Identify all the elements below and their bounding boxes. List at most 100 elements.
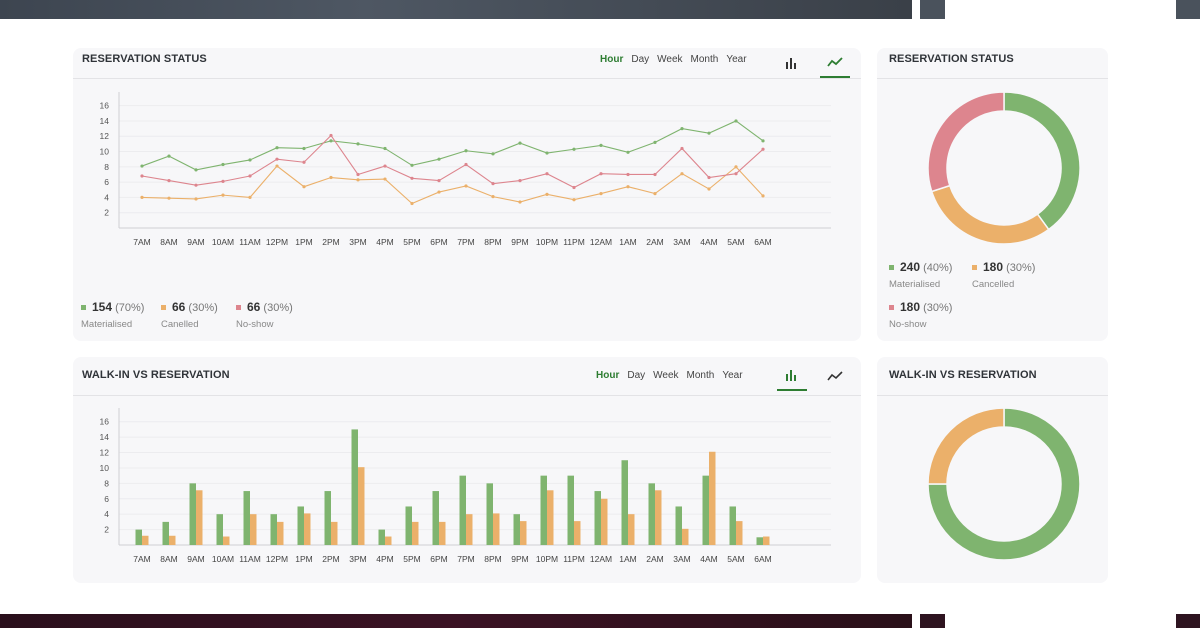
card-title: RESERVATION STATUS	[889, 53, 1014, 65]
bar-reservation	[223, 536, 230, 545]
x-tick-label: 5PM	[403, 554, 420, 564]
y-tick-label: 14	[100, 116, 110, 126]
bar-reservation	[682, 528, 689, 545]
tab-day[interactable]: Day	[627, 370, 646, 381]
tab-year[interactable]: Year	[722, 370, 743, 381]
x-tick-label: 1PM	[295, 237, 312, 247]
legend-label: Materialised	[81, 319, 133, 330]
bar-chart-icon[interactable]	[777, 361, 807, 391]
bar-reservation	[628, 514, 635, 545]
bar-walk-in	[297, 506, 304, 545]
bar-reservation	[574, 521, 581, 545]
x-tick-label: 10AM	[212, 237, 234, 247]
x-tick-label: 1PM	[295, 554, 312, 564]
reservation-line-chart: 2 4 6 8 10 12 14 16 7AM 8AM 9AM 10AM 11AM 12PM 1PM 2PM 3…	[100, 92, 831, 247]
x-tick-label: 2AM	[646, 237, 663, 247]
line-chart-icon[interactable]	[820, 48, 850, 78]
x-tick-label: 12PM	[266, 554, 288, 564]
data-point	[518, 200, 522, 204]
bar-walk-in	[405, 506, 412, 545]
data-point	[599, 172, 603, 176]
series-line-canelled	[141, 165, 764, 205]
data-point	[653, 140, 657, 144]
tab-week[interactable]: Week	[653, 370, 679, 381]
data-point	[275, 157, 279, 161]
bar-walk-in	[135, 529, 142, 545]
data-point	[491, 182, 495, 186]
bar-chart-icon[interactable]	[777, 48, 807, 78]
data-point	[437, 190, 441, 194]
y-tick-label: 4	[104, 192, 109, 202]
data-point	[572, 147, 576, 151]
bar-walk-in	[486, 483, 493, 545]
bar-walk-in	[189, 483, 196, 545]
data-point	[410, 163, 414, 167]
x-tick-label: 12PM	[266, 237, 288, 247]
card-header: WALK-IN VS RESERVATION	[877, 357, 1108, 396]
time-range-tabs: Hour Day Week Month Year	[596, 370, 751, 381]
donut-slice-walk-in	[927, 407, 1081, 561]
x-tick-label: 3PM	[349, 554, 366, 564]
legend-no-show: 66 (30%) No-show	[236, 300, 293, 330]
card-header: WALK-IN VS RESERVATION Hour Day Week Mon…	[73, 357, 861, 396]
data-point	[410, 176, 414, 180]
x-tick-label: 4PM	[376, 554, 393, 564]
tab-hour[interactable]: Hour	[600, 54, 624, 65]
time-range-tabs: Hour Day Week Month Year	[600, 54, 755, 65]
y-tick-label: 8	[104, 162, 109, 172]
x-tick-label: 6AM	[754, 237, 771, 247]
legend-no-show: 180 (30%) No-show	[889, 300, 952, 330]
x-tick-label: 3AM	[673, 554, 690, 564]
bar-walk-in	[324, 491, 331, 545]
bar-walk-in	[513, 514, 520, 545]
donut-slice-cancelled	[930, 184, 1050, 245]
legend-percent: (70%)	[115, 302, 145, 314]
tab-year[interactable]: Year	[726, 54, 747, 65]
bar-walk-in	[540, 475, 547, 545]
data-point	[761, 194, 765, 198]
x-tick-label: 7AM	[133, 237, 150, 247]
data-point	[518, 178, 522, 183]
data-point	[383, 164, 387, 168]
legend-dot	[972, 264, 977, 270]
card-title: WALK-IN VS RESERVATION	[889, 369, 1037, 381]
bar-reservation	[142, 535, 149, 545]
bar-walk-in	[594, 491, 601, 545]
data-point	[707, 175, 711, 180]
tab-month[interactable]: Month	[686, 370, 715, 381]
x-tick-label: 10PM	[536, 237, 558, 247]
legend-cancelled: 66 (30%) Canelled	[161, 300, 218, 330]
tab-week[interactable]: Week	[657, 54, 683, 65]
line-chart-icon[interactable]	[820, 361, 850, 391]
data-point	[221, 162, 225, 167]
x-tick-label: 8AM	[160, 237, 177, 247]
legend-value: 154	[92, 300, 113, 314]
legend-label: Canelled	[161, 319, 199, 330]
data-point	[680, 126, 684, 131]
data-point	[194, 197, 198, 201]
data-point	[248, 174, 252, 178]
tab-hour[interactable]: Hour	[596, 370, 620, 381]
y-tick-label: 10	[100, 463, 110, 473]
data-point	[734, 172, 738, 176]
legend-cancelled: 180 (30%) Cancelled	[972, 260, 1035, 290]
legend-percent: (30%)	[1006, 262, 1036, 274]
data-point	[707, 131, 711, 135]
series-line-no-show	[141, 134, 764, 189]
x-tick-label: 1AM	[619, 554, 636, 564]
x-tick-label: 2AM	[646, 554, 663, 564]
data-point	[761, 147, 765, 151]
y-tick-label: 12	[100, 131, 110, 141]
x-tick-label: 4PM	[376, 237, 393, 247]
data-point	[302, 185, 306, 189]
data-point	[275, 146, 279, 150]
data-point	[221, 193, 225, 197]
tab-month[interactable]: Month	[690, 54, 719, 65]
tab-day[interactable]: Day	[631, 54, 650, 65]
y-tick-label: 10	[100, 147, 110, 157]
bar-walk-in	[702, 475, 709, 545]
data-point	[626, 150, 630, 154]
data-point	[464, 149, 468, 153]
x-tick-label: 8PM	[484, 237, 501, 247]
bar-walk-in	[162, 521, 169, 545]
